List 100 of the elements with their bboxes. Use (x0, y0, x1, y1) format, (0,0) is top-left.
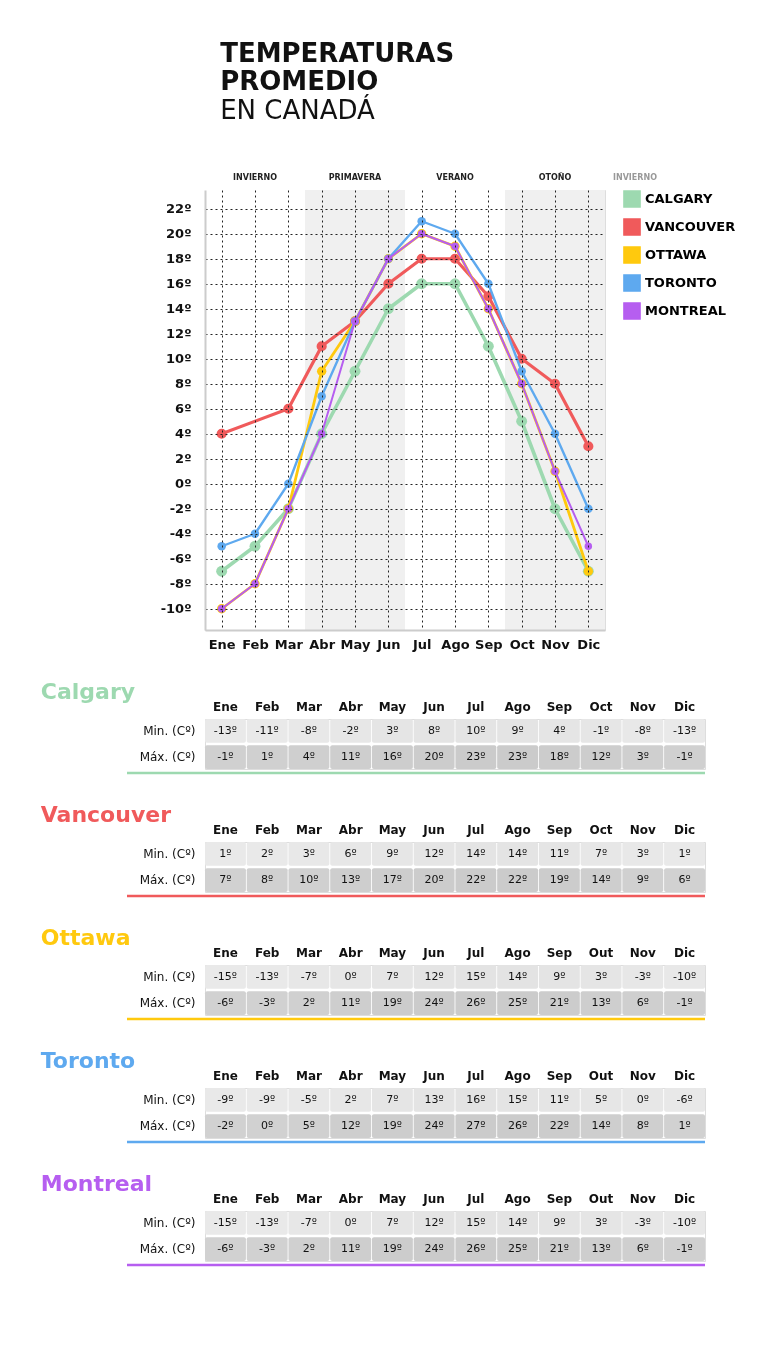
data-label: 8º (636, 1119, 649, 1133)
x-tick-label: Jul (466, 1068, 485, 1083)
data-label: 9º (386, 846, 399, 860)
data-label: 20º (424, 750, 444, 764)
data-label: 4º (553, 723, 566, 737)
data-label: -3º (634, 969, 651, 983)
x-tick-label: Out (588, 1191, 614, 1206)
x-tick-label: Dic (673, 945, 696, 960)
data-label: 6º (678, 873, 691, 887)
data-label: 0º (636, 1092, 649, 1106)
data-label: 17º (382, 873, 402, 887)
x-tick-label: Ago (504, 1068, 531, 1083)
x-tick-label: Jun (422, 699, 445, 714)
x-tick-label: Abr (338, 822, 363, 837)
x-tick-label: Nov (629, 945, 657, 960)
data-label: 3º (636, 750, 649, 764)
data-label: 12º (591, 750, 611, 764)
x-tick-label: May (378, 945, 407, 960)
x-tick-label: Jun (422, 822, 445, 837)
band-label: VERANO (436, 173, 474, 182)
y-tick-label: Máx. (Cº) (139, 1119, 196, 1134)
data-label: 23º (508, 750, 528, 764)
x-tick-label: Ene (213, 822, 238, 837)
legend-label: CALGARY (645, 191, 713, 206)
x-tick-label: Ene (213, 945, 238, 960)
y-tick-label: 20º (166, 226, 192, 242)
data-label: 14º (466, 846, 486, 860)
data-label: 9º (636, 873, 649, 887)
data-label: 9º (553, 1215, 566, 1229)
x-tick-label: Ago (504, 699, 531, 714)
data-label: 26º (466, 996, 486, 1010)
data-label: -6º (217, 1242, 234, 1256)
x-tick-label: Nov (541, 636, 571, 652)
y-tick-label: Min. (Cº) (143, 1092, 196, 1107)
x-tick-label: Mar (295, 1191, 322, 1206)
data-label: -3º (259, 1242, 276, 1256)
band-label: PRIMAVERA (328, 173, 383, 182)
data-label: 27º (466, 1119, 486, 1133)
data-label: 0º (344, 969, 357, 983)
data-label: 16º (466, 1092, 486, 1106)
x-tick-label: Mar (295, 699, 322, 714)
x-tick-label: Nov (629, 1191, 657, 1206)
data-label: 3º (302, 846, 316, 860)
x-tick-label: Ene (208, 636, 236, 652)
data-label: 15º (466, 969, 486, 983)
x-tick-label: Dic (673, 822, 696, 837)
y-tick-label: Máx. (Cº) (139, 1242, 196, 1257)
data-label: 13º (341, 873, 361, 887)
y-tick-label: 2º (175, 451, 192, 467)
legend-label: OTTAWA (645, 247, 707, 262)
x-tick-label: Sep (546, 945, 573, 960)
data-label: 14º (508, 846, 528, 860)
y-tick-label: 22º (166, 201, 192, 217)
data-label: 11º (341, 750, 361, 764)
data-label: 21º (549, 1242, 569, 1256)
data-label: 2º (344, 1092, 357, 1106)
x-tick-label: May (378, 822, 407, 837)
data-label: 11º (549, 1092, 569, 1106)
chart-title: Montreal (40, 1171, 153, 1196)
x-tick-label: May (378, 1068, 407, 1083)
x-tick-label: Dic (577, 636, 601, 652)
data-label: -10º (672, 969, 697, 983)
x-tick-label: Mar (295, 1068, 322, 1083)
x-tick-label: Oct (509, 636, 535, 652)
data-label: 16º (382, 750, 402, 764)
data-label: 23º (466, 750, 486, 764)
chart-title: Calgary (40, 679, 136, 704)
data-label: 6º (636, 1242, 649, 1256)
data-label: 10º (466, 723, 486, 737)
data-label: -11º (255, 723, 279, 737)
data-label: 6º (636, 996, 649, 1010)
data-label: -10º (672, 1215, 697, 1229)
y-tick-label: 16º (166, 276, 192, 292)
x-tick-label: May (378, 1191, 407, 1206)
data-label: 12º (424, 1215, 444, 1229)
data-label: -9º (217, 1092, 234, 1106)
x-tick-label: Mar (295, 945, 322, 960)
legend-label: MONTREAL (645, 303, 726, 318)
data-label: 3º (386, 723, 399, 737)
data-label: 0º (261, 1119, 274, 1133)
y-tick-label: 14º (166, 301, 192, 317)
legend-label: TORONTO (645, 275, 717, 290)
x-tick-label: Jun (376, 636, 401, 652)
x-tick-label: Ene (213, 1068, 238, 1083)
data-label: -2º (342, 723, 359, 737)
x-tick-label: Ago (504, 1191, 531, 1206)
data-label: 7º (386, 1215, 399, 1229)
y-tick-label: Min. (Cº) (143, 846, 196, 861)
data-label: -3º (634, 1215, 651, 1229)
x-tick-label: May (378, 699, 407, 714)
x-tick-label: Ene (213, 1191, 238, 1206)
data-label: -15º (213, 969, 238, 983)
y-tick-label: 10º (166, 351, 192, 367)
data-label: 15º (466, 1215, 486, 1229)
data-label: 12º (424, 846, 444, 860)
data-label: 1º (261, 750, 274, 764)
data-label: 7º (219, 873, 232, 887)
data-label: -9º (259, 1092, 276, 1106)
x-tick-label: Mar (295, 822, 322, 837)
x-tick-label: Sep (546, 699, 573, 714)
